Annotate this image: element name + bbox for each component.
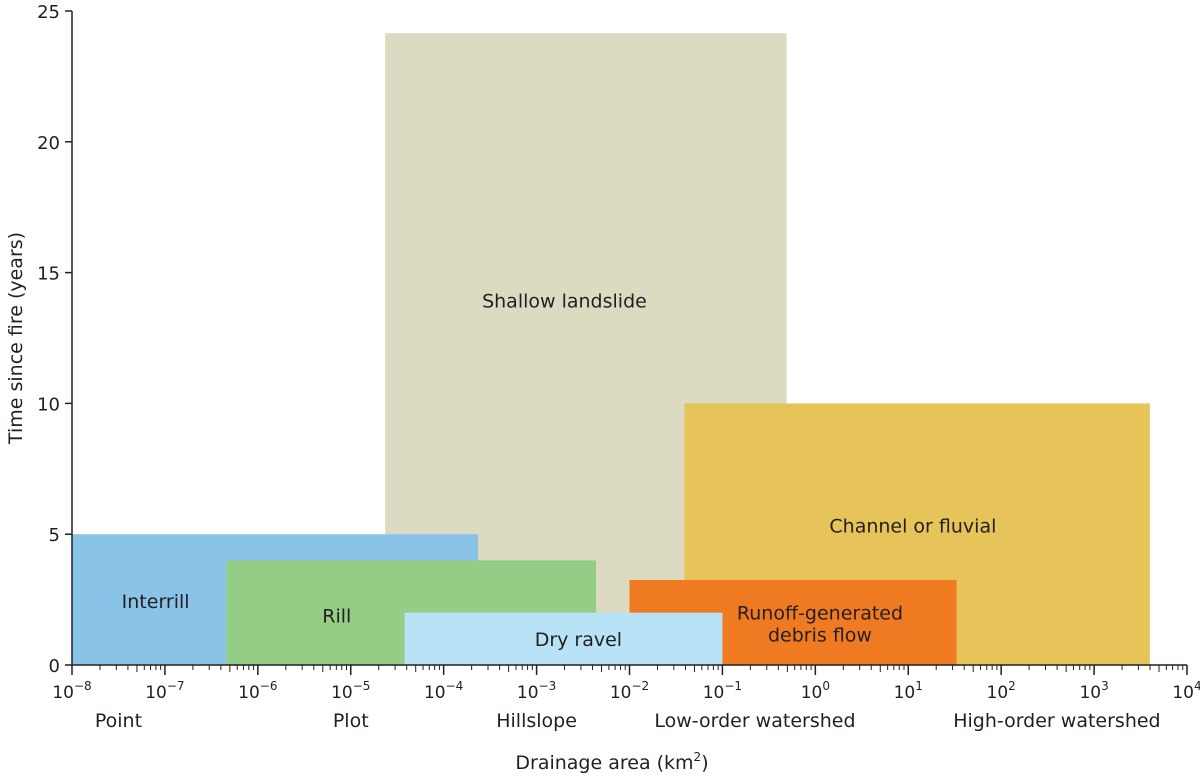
regions	[72, 33, 1150, 665]
region-label-runoff-generated-debris-flow: Runoff-generated debris flow	[737, 602, 903, 646]
x-tick-label: 10−5	[331, 679, 370, 703]
x-tick-label: 10−7	[145, 679, 184, 703]
x-tick-label: 101	[894, 679, 923, 703]
region-labels: Shallow landslide Channel or fluvial Inter…	[122, 290, 997, 651]
x-tick-label: 10−8	[52, 679, 91, 703]
scale-label-plot: Plot	[333, 710, 369, 732]
region-label-interrill: Interrill	[122, 591, 190, 613]
x-tick-label: 102	[987, 679, 1016, 703]
scale-label-high-order-watershed: High-order watershed	[953, 710, 1160, 732]
x-tick-label: 10−4	[424, 679, 463, 703]
y-tick-label: 10	[37, 394, 60, 415]
x-tick-label: 10−1	[703, 679, 742, 703]
scale-label-hillslope: Hillslope	[496, 710, 577, 732]
x-tick-label: 10−3	[517, 679, 556, 703]
y-tick-label: 5	[49, 525, 60, 546]
y-tick-label: 0	[49, 656, 60, 677]
region-label-rill: Rill	[322, 606, 351, 628]
region-label-shallow-landslide: Shallow landslide	[482, 290, 647, 312]
y-tick-label: 15	[37, 264, 60, 285]
y-tick-label: 20	[37, 133, 60, 154]
x-tick-label: 10−2	[610, 679, 649, 703]
x-tick-label: 10−6	[238, 679, 277, 703]
x-tick-label: 100	[801, 679, 830, 703]
scale-label-low-order-watershed: Low-order watershed	[654, 710, 855, 732]
region-label-channel-or-fluvial: Channel or fluvial	[829, 515, 996, 537]
x-axis-label: Drainage area (km2)	[515, 750, 708, 774]
region-dry-ravel	[404, 612, 723, 665]
region-label-dry-ravel: Dry ravel	[535, 629, 622, 651]
x-tick-label: 104	[1172, 679, 1200, 703]
y-tick-label: 25	[37, 2, 60, 23]
scale-label-point: Point	[95, 710, 142, 732]
x-tick-label: 103	[1079, 679, 1108, 703]
axes: 0 5 10 15 20 25 10−8 10−7 10−6 10−5 10−4 10−3 10−2 10…	[37, 2, 1200, 732]
y-axis-label: Time since fire (years)	[5, 232, 27, 445]
